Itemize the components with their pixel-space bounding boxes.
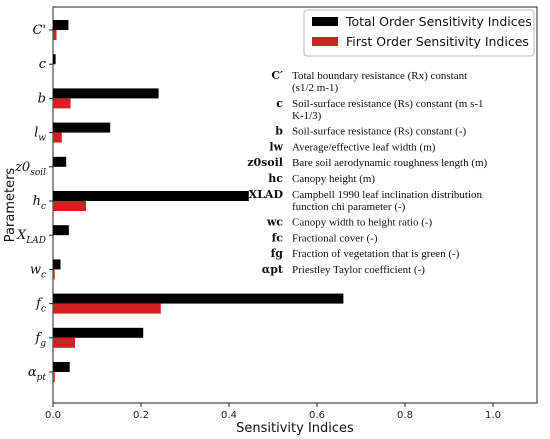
bar-total-fg bbox=[53, 327, 144, 338]
annotation-text: Campbell 1990 leaf inclination distribut… bbox=[292, 189, 483, 201]
bar-first-αpt bbox=[53, 372, 55, 382]
y-axis-title: Parameters bbox=[3, 168, 18, 243]
annotation-text: K-1/3) bbox=[292, 110, 322, 122]
bar-first-b bbox=[53, 98, 71, 109]
legend-label-first: First Order Sensitivity Indices bbox=[346, 34, 529, 49]
annotation-text: Fractional cover (-) bbox=[292, 232, 378, 244]
y-tick-label-C': C' bbox=[32, 23, 46, 38]
annotation-text: (s1/2 m-1) bbox=[292, 82, 338, 94]
legend-box bbox=[303, 9, 535, 57]
parameter-descriptions: C′ Total boundary resistance (Rx) constan… bbox=[247, 69, 487, 276]
bars-group bbox=[53, 20, 344, 382]
x-axis-title: Sensitivity Indices bbox=[236, 421, 354, 436]
bar-first-wc bbox=[53, 269, 55, 280]
legend: Total Order Sensitivity Indices First Or… bbox=[303, 9, 535, 57]
y-tick-label-hc: hc bbox=[33, 194, 46, 212]
x-tick-label: 1.0 bbox=[485, 410, 501, 421]
y-tick-label-XLAD: XLAD bbox=[16, 228, 46, 246]
bar-first-fc bbox=[53, 303, 161, 314]
annotation-text: Average/effective leaf width (m) bbox=[292, 141, 436, 153]
bar-total-c bbox=[53, 54, 56, 65]
annotation-symbol: hc bbox=[268, 172, 283, 185]
bar-total-wc bbox=[53, 259, 61, 270]
bar-total-C' bbox=[53, 20, 69, 30]
annotation-text: Total boundary resistance (Rx) constant bbox=[292, 70, 467, 82]
x-tick-label: 0.8 bbox=[397, 410, 413, 421]
bar-total-hc bbox=[53, 191, 249, 201]
annotation-symbol: z0soil bbox=[247, 156, 283, 169]
y-tick-label-b: b bbox=[38, 91, 46, 106]
annotation-symbol: lw bbox=[269, 140, 283, 153]
annotation-symbol: fg bbox=[271, 247, 284, 260]
annotation-text: function chi parameter (-) bbox=[292, 201, 406, 213]
annotation-symbol: wc bbox=[266, 216, 283, 229]
bar-first-fg bbox=[53, 337, 75, 348]
y-tick-label-wc: wc bbox=[30, 262, 46, 280]
y-tick-label-αpt: αpt bbox=[28, 365, 47, 383]
bar-first-hc bbox=[53, 201, 86, 211]
y-tick-label-z0soil: z0soil bbox=[14, 160, 46, 178]
x-tick-label: 0.6 bbox=[309, 410, 325, 421]
annotation-symbol: fc bbox=[272, 231, 284, 244]
bar-first-C' bbox=[53, 30, 57, 40]
annotation-text: Canopy height (m) bbox=[292, 173, 375, 185]
annotation-text: Priestley Taylor coefficient (-) bbox=[292, 264, 425, 276]
y-tick-label-c: c bbox=[39, 57, 47, 72]
annotation-text: Fraction of vegetation that is green (-) bbox=[292, 248, 460, 260]
annotation-text: Soil-surface resistance (Rs) constant (m… bbox=[292, 98, 484, 110]
annotation-symbol: b bbox=[275, 125, 283, 138]
bar-total-fc bbox=[53, 293, 344, 304]
x-tick-label: 0.2 bbox=[133, 410, 149, 421]
x-axis-ticks: 0.0 0.2 0.4 0.6 0.8 1.0 bbox=[45, 403, 501, 421]
annotation-symbol: αpt bbox=[262, 263, 284, 276]
y-tick-label-fg: fg bbox=[34, 331, 46, 349]
x-tick-label: 0.4 bbox=[221, 410, 237, 421]
y-tick-label-lw: lw bbox=[34, 126, 46, 144]
bar-total-z0soil bbox=[53, 156, 67, 167]
annotation-text: Soil-surface resistance (Rs) constant (-… bbox=[292, 126, 466, 138]
annotation-text: Canopy width to height ratio (-) bbox=[292, 217, 433, 229]
legend-label-total: Total Order Sensitivity Indices bbox=[345, 14, 532, 29]
annotation-symbol: C′ bbox=[271, 69, 283, 82]
y-axis-ticks: C' c b lw z0soil hc XLAD wc fc fg αpt bbox=[14, 23, 53, 383]
legend-swatch-first bbox=[312, 37, 338, 46]
y-tick-label-fc: fc bbox=[35, 297, 46, 315]
bar-total-αpt bbox=[53, 362, 70, 372]
annotation-symbol: XLAD bbox=[249, 188, 284, 201]
x-tick-label: 0.0 bbox=[45, 410, 61, 421]
bar-total-lw bbox=[53, 122, 111, 133]
annotation-text: Bare soil aerodynamic roughness length (… bbox=[292, 157, 488, 169]
annotation-symbol: c bbox=[276, 97, 283, 110]
bar-total-b bbox=[53, 88, 159, 99]
bar-first-lw bbox=[53, 132, 62, 143]
bar-total-XLAD bbox=[53, 225, 69, 236]
legend-swatch-total bbox=[312, 17, 338, 26]
